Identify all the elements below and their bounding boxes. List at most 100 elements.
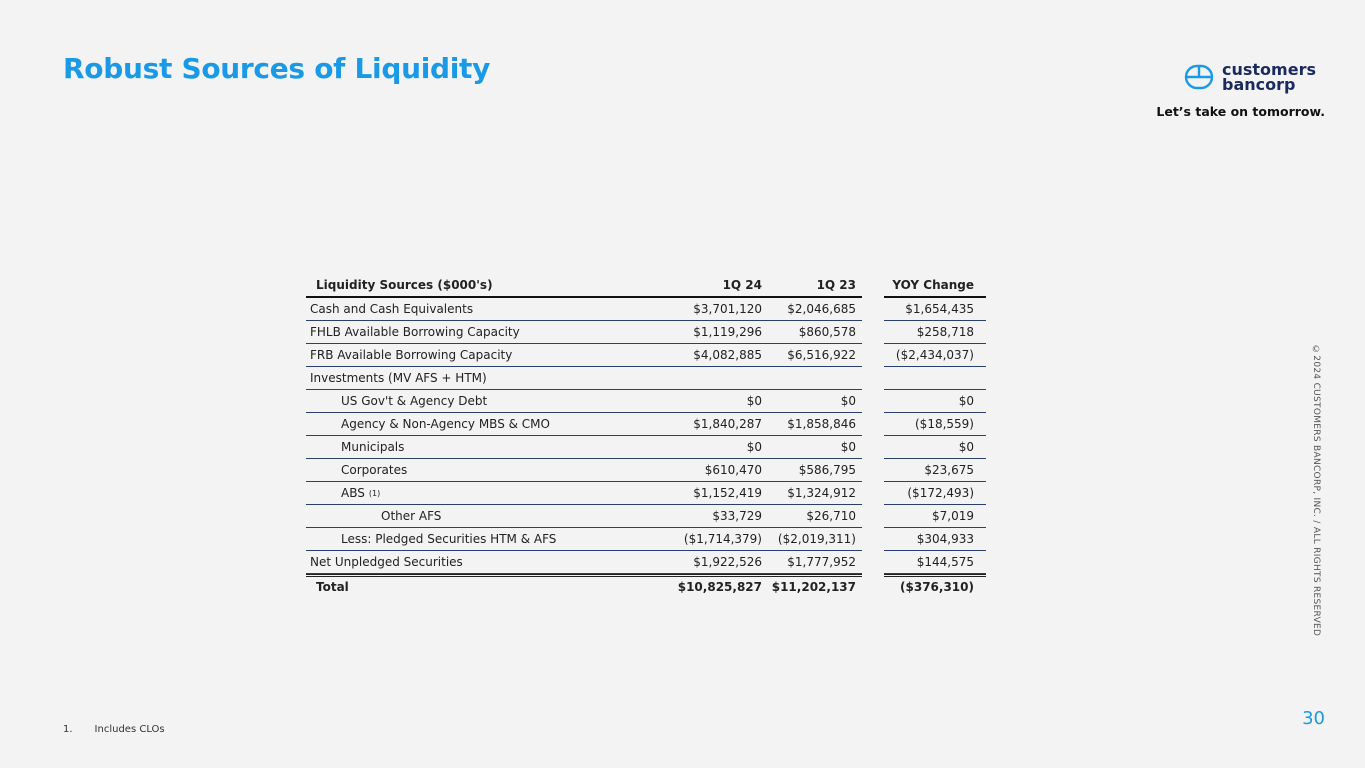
row-label-text: FRB Available Borrowing Capacity (310, 348, 513, 362)
value-1q23: $1,324,912 (766, 482, 862, 505)
row-label-text: Other AFS (381, 509, 442, 523)
table-row: Other AFS $33,729 $26,710 $7,019 (306, 505, 986, 528)
row-label: Agency & Non-Agency MBS & CMO (306, 413, 686, 436)
table-row: Cash and Cash Equivalents $3,701,120 $2,04… (306, 298, 986, 321)
value-yoy: $23,675 (884, 459, 986, 482)
column-gap (862, 436, 884, 459)
column-gap (862, 321, 884, 344)
value-1q23: $1,777,952 (766, 551, 862, 574)
value-yoy: ($2,434,037) (884, 344, 986, 367)
column-gap (862, 482, 884, 505)
copyright-side-text: ©2024 CUSTOMERS BANCORP, INC. / ALL RIGH… (1311, 345, 1321, 637)
value-yoy: ($18,559) (884, 413, 986, 436)
table-row: Agency & Non-Agency MBS & CMO $1,840,287 $… (306, 413, 986, 436)
value-1q23: ($2,019,311) (766, 528, 862, 551)
row-label: Corporates (306, 459, 686, 482)
value-yoy: $0 (884, 436, 986, 459)
table-row: FRB Available Borrowing Capacity $4,082,8… (306, 344, 986, 367)
value-1q23: $0 (766, 390, 862, 413)
value-1q23: $586,795 (766, 459, 862, 482)
value-1q23: $6,516,922 (766, 344, 862, 367)
column-gap (862, 367, 884, 390)
total-label: Total (306, 574, 686, 597)
value-1q24: $3,701,120 (686, 298, 766, 321)
liquidity-table: Liquidity Sources ($000's) 1Q 24 1Q 23 Y… (306, 274, 986, 597)
row-label-text: Cash and Cash Equivalents (310, 302, 474, 316)
row-label-text: Municipals (341, 440, 405, 454)
row-label: ABS (1) (306, 482, 686, 505)
column-gap (862, 274, 884, 298)
value-1q24 (686, 367, 766, 390)
row-label: FHLB Available Borrowing Capacity (306, 321, 686, 344)
row-label: Less: Pledged Securities HTM & AFS (306, 528, 686, 551)
value-1q23: $1,858,846 (766, 413, 862, 436)
value-1q23: $860,578 (766, 321, 862, 344)
value-1q23: $2,046,685 (766, 298, 862, 321)
row-label: Net Unpledged Securities (306, 551, 686, 574)
table-row: Corporates $610,470 $586,795 $23,675 (306, 459, 986, 482)
value-1q24: $0 (686, 436, 766, 459)
company-logo: customers bancorp (1184, 60, 1316, 94)
footnote-marker: (1) (368, 488, 381, 498)
row-label: Other AFS (306, 505, 686, 528)
column-gap (862, 298, 884, 321)
page-title: Robust Sources of Liquidity (63, 52, 491, 85)
logo-line-1: customers (1222, 60, 1316, 79)
value-1q23: $26,710 (766, 505, 862, 528)
value-1q24: $1,119,296 (686, 321, 766, 344)
row-label-text: Net Unpledged Securities (310, 555, 463, 569)
value-1q24: ($1,714,379) (684, 528, 766, 551)
column-gap (862, 528, 884, 551)
value-yoy: ($172,493) (884, 482, 986, 505)
value-yoy: $7,019 (884, 505, 986, 528)
tagline: Let’s take on tomorrow. (1156, 104, 1325, 119)
column-gap (862, 413, 884, 436)
column-gap (862, 505, 884, 528)
total-yoy: ($376,310) (884, 574, 986, 597)
column-gap (862, 551, 884, 574)
value-1q24: $1,152,419 (686, 482, 766, 505)
table-row: Municipals $0 $0 $0 (306, 436, 986, 459)
table-row: Less: Pledged Securities HTM & AFS ($1,71… (306, 528, 986, 551)
table-header: Liquidity Sources ($000's) 1Q 24 1Q 23 Y… (306, 274, 986, 298)
row-label: Investments (MV AFS + HTM) (306, 367, 686, 390)
table-row: Net Unpledged Securities $1,922,526 $1,777… (306, 551, 986, 574)
footnote-text: Includes CLOs (94, 724, 165, 735)
value-yoy (884, 367, 986, 390)
value-1q24: $1,840,287 (686, 413, 766, 436)
row-label-text: FHLB Available Borrowing Capacity (310, 325, 520, 339)
row-label-text: Corporates (341, 463, 408, 477)
footnote: 1. Includes CLOs (63, 724, 165, 735)
total-row: Total $10,825,827 $11,202,137 ($376,310) (306, 574, 986, 597)
footnote-number: 1. (63, 724, 73, 735)
row-label-text: US Gov't & Agency Debt (341, 394, 488, 408)
row-label: FRB Available Borrowing Capacity (306, 344, 686, 367)
value-yoy: $304,933 (884, 528, 986, 551)
header-yoy: YOY Change (884, 274, 986, 298)
column-gap (862, 574, 884, 597)
header-label: Liquidity Sources ($000's) (306, 274, 686, 298)
row-label: Municipals (306, 436, 686, 459)
table-row: US Gov't & Agency Debt $0 $0 $0 (306, 390, 986, 413)
logo-line-2: bancorp (1222, 75, 1296, 94)
value-1q24: $33,729 (686, 505, 766, 528)
header-1q24: 1Q 24 (686, 274, 766, 298)
header-1q23: 1Q 23 (766, 274, 862, 298)
row-label-text: Less: Pledged Securities HTM & AFS (341, 532, 557, 546)
row-label-text: Investments (MV AFS + HTM) (310, 371, 487, 385)
value-yoy: $258,718 (884, 321, 986, 344)
page-number: 30 (1302, 708, 1325, 729)
value-1q23: $0 (766, 436, 862, 459)
row-label: US Gov't & Agency Debt (306, 390, 686, 413)
value-1q24: $610,470 (686, 459, 766, 482)
column-gap (862, 390, 884, 413)
total-1q24: $10,825,827 (678, 574, 766, 597)
value-yoy: $0 (884, 390, 986, 413)
value-1q24: $4,082,885 (686, 344, 766, 367)
value-yoy: $1,654,435 (884, 298, 986, 321)
value-yoy: $144,575 (884, 551, 986, 574)
row-label-text: Agency & Non-Agency MBS & CMO (341, 417, 550, 431)
bancorp-logo-icon (1184, 64, 1214, 90)
table-row: ABS (1) $1,152,419 $1,324,912 ($172,493) (306, 482, 986, 505)
row-label: Cash and Cash Equivalents (306, 298, 686, 321)
